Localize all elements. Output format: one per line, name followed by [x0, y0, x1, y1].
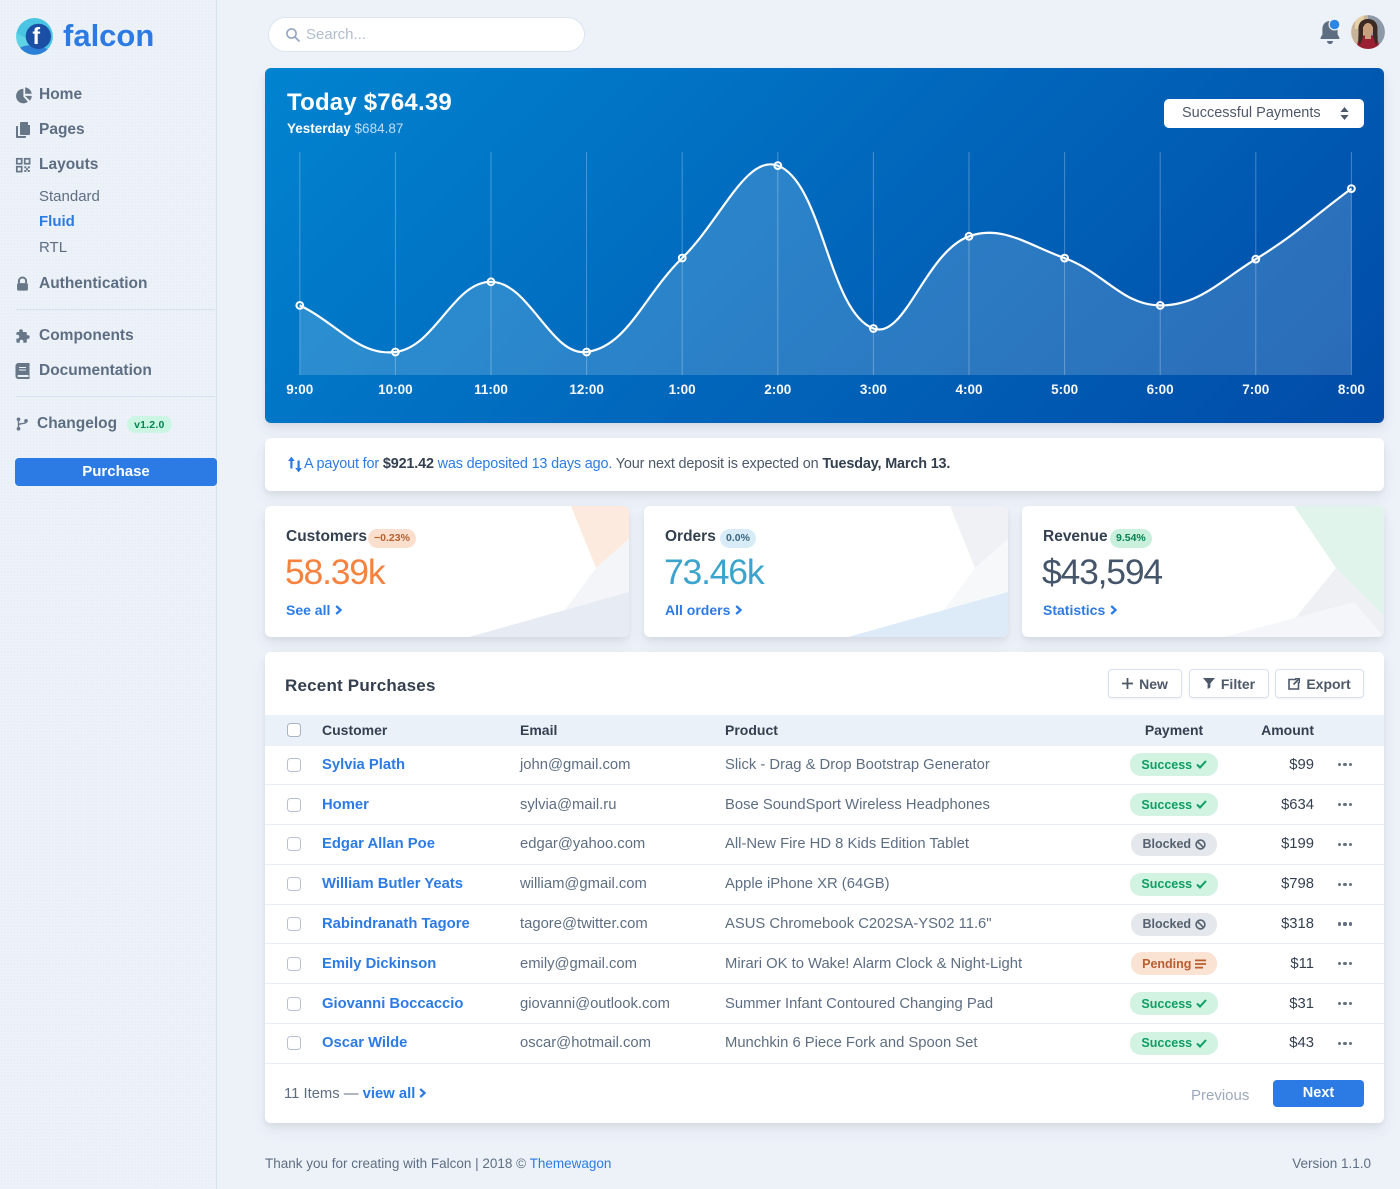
svg-text:f: f [32, 23, 40, 49]
